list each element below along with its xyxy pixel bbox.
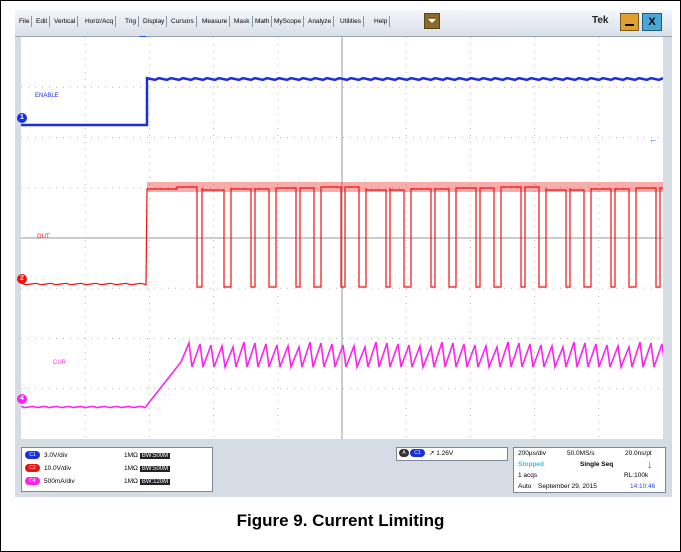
ch2-badge: C2 — [25, 464, 40, 472]
ch4-impedance: 1MΩ — [124, 477, 138, 485]
ch2-bandwidth: BW:500M — [139, 465, 171, 472]
trigger-mode-badge: A — [399, 449, 409, 458]
ch4-badge: C4 — [25, 477, 40, 485]
menu-measure[interactable]: Measure — [200, 16, 231, 27]
ch1-badge: C1 — [25, 451, 40, 459]
menu-mask[interactable]: Mask — [232, 16, 253, 27]
graticule-svg — [21, 37, 663, 439]
trigger-level: 1.26V — [436, 450, 454, 457]
ch2-ground-marker[interactable]: 2 — [17, 274, 27, 284]
ch1-scale: 3.0V/div — [44, 451, 68, 459]
ch1-ground-marker[interactable]: 1 — [17, 113, 27, 123]
menu-utilities[interactable]: Utilities — [338, 16, 364, 27]
channel-scale-panel: C1 3.0V/div 1MΩ BW:500M C2 10.0V/div 1MΩ BW:50… — [21, 447, 213, 492]
ch4-scale: 500mA/div — [44, 477, 75, 485]
ch1-impedance: 1MΩ — [124, 451, 138, 459]
ch2-impedance: 1MΩ — [124, 464, 138, 472]
menu-trig[interactable]: Trig — [123, 16, 139, 27]
trigger-rising-edge-icon: ↗ — [429, 450, 435, 457]
resolution: 20.0ns/pt — [625, 450, 652, 457]
brand-logo: Tek — [592, 15, 609, 26]
time: 14:10:46 — [630, 483, 656, 490]
timebase: 200µs/div — [518, 450, 546, 457]
ch4-scale-row[interactable]: C4 500mA/div 1MΩ BW:120M — [25, 477, 171, 488]
ch1-bandwidth: BW:500M — [139, 452, 171, 459]
ch2-ringing-band — [147, 182, 663, 192]
acq-state: Stopped — [518, 461, 544, 468]
reference-arrow-icon: ← — [649, 134, 658, 144]
close-button[interactable]: X — [642, 13, 662, 31]
ch4-label: CUR — [53, 360, 66, 366]
ch4-trace — [21, 339, 663, 409]
menu-cursors[interactable]: Cursors — [169, 16, 197, 27]
menu-file[interactable]: File — [17, 16, 33, 27]
ch4-bandwidth: BW:120M — [139, 478, 171, 485]
ch1-label: ENABLE — [35, 93, 59, 99]
ch1-scale-row[interactable]: C1 3.0V/div 1MΩ BW:500M — [25, 451, 171, 462]
menu-edit[interactable]: Edit — [34, 16, 51, 27]
ch2-label: OUT — [37, 234, 50, 240]
status-bar: C1 3.0V/div 1MΩ BW:500M C2 10.0V/div 1MΩ BW:50… — [15, 440, 672, 497]
menu-myscope[interactable]: MyScope — [272, 16, 305, 27]
figure-caption: Figure 9. Current Limiting — [236, 511, 445, 530]
menu-math[interactable]: Math — [253, 16, 273, 27]
trigger-mode: Auto — [518, 483, 532, 490]
ch4-ground-marker[interactable]: 4 — [17, 394, 27, 404]
waveform-display: ENABLE OUT CUR ← — [21, 37, 663, 439]
menu-bar: File Edit Vertical Horiz/Acq Trig Displa… — [15, 10, 672, 37]
menu-help[interactable]: Help — [372, 16, 391, 27]
trigger-readout[interactable]: A C1 ↗ 1.26V — [396, 447, 508, 461]
minimize-button[interactable] — [620, 13, 639, 31]
date: September 29, 2015 — [538, 483, 597, 490]
run-stop-down-icon[interactable]: ↓ — [647, 459, 653, 471]
ch2-scale-row[interactable]: C2 10.0V/div 1MΩ BW:500M — [25, 464, 171, 475]
acquisition-panel[interactable]: 200µs/div 50.0MS/s 20.0ns/pt Stopped Sin… — [513, 447, 666, 493]
sample-rate: 50.0MS/s — [567, 450, 595, 457]
menu-vertical[interactable]: Vertical — [52, 16, 79, 27]
acq-count: 1 acqs — [518, 472, 538, 479]
menu-display[interactable]: Display — [141, 16, 168, 27]
seq-mode: Single Seq — [580, 461, 614, 468]
menu-dropdown-button[interactable] — [424, 13, 440, 29]
ch2-scale: 10.0V/div — [44, 464, 72, 472]
ch2-trace — [21, 186, 663, 288]
menu-horiz-acq[interactable]: Horiz/Acq — [83, 16, 117, 27]
menu-analyze[interactable]: Analyze — [306, 16, 335, 27]
record-length: RL:100k — [624, 472, 649, 479]
ch1-trace — [21, 76, 663, 127]
trigger-source-badge: C1 — [410, 449, 425, 458]
oscilloscope-window: File Edit Vertical Horiz/Acq Trig Displa… — [15, 10, 672, 497]
